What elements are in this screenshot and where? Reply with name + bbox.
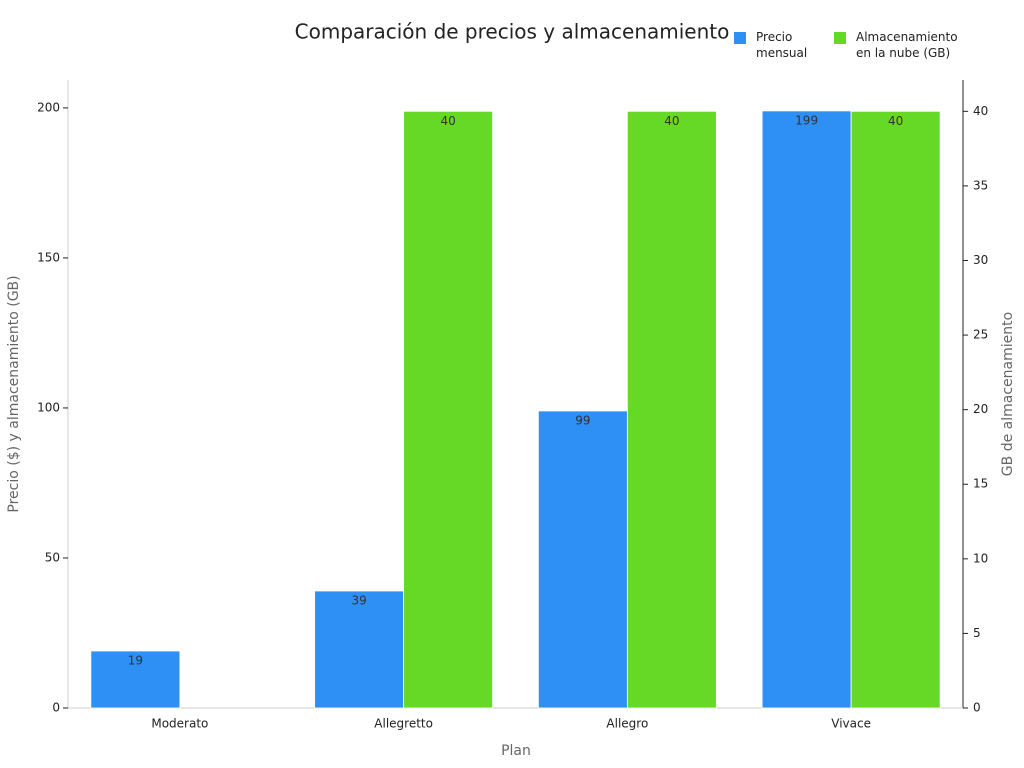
y2-tick-label: 5 (973, 626, 981, 640)
legend-item: Precio mensual (734, 29, 816, 61)
y2-tick-label: 35 (973, 178, 988, 192)
legend-label: Almacenamiento en la nube (GB) (856, 30, 958, 60)
value-label: 40 (664, 114, 679, 128)
bar (314, 590, 405, 709)
y-axis-label: Precio ($) y almacenamiento (GB) (6, 275, 22, 512)
value-label: 40 (888, 114, 903, 128)
value-label: 99 (575, 413, 590, 427)
y2-tick-label: 30 (973, 253, 988, 267)
y-tick-label: 150 (37, 250, 60, 264)
y2-tick-label: 10 (973, 551, 988, 565)
bar (761, 110, 852, 709)
x-tick-label: Moderato (151, 717, 208, 731)
bar (537, 410, 628, 709)
y-tick-label: 50 (45, 550, 60, 564)
value-label: 39 (351, 593, 366, 607)
legend-label: Precio mensual (756, 30, 808, 60)
bar (850, 110, 941, 709)
value-label: 40 (440, 114, 455, 128)
chart-title: Comparación de precios y almacenamiento (295, 20, 730, 44)
value-label: 19 (128, 653, 143, 667)
y2-tick-label: 25 (973, 328, 988, 342)
x-axis-label: Plan (501, 743, 531, 759)
bar (626, 110, 717, 709)
x-tick-label: Allegro (606, 717, 648, 731)
y2-tick-label: 20 (973, 402, 988, 416)
y2-tick-label: 40 (973, 104, 988, 118)
legend: Precio mensual Almacenamiento en la nube … (734, 29, 966, 61)
x-tick-label: Allegretto (374, 717, 433, 731)
legend-swatch (834, 32, 846, 44)
bar (90, 650, 181, 709)
legend-item: Almacenamiento en la nube (GB) (834, 29, 966, 61)
y2-tick-label: 15 (973, 477, 988, 491)
x-tick-label: Vivace (831, 717, 871, 731)
y-tick-label: 0 (52, 701, 60, 715)
legend-swatch (734, 32, 746, 44)
bar (403, 110, 494, 709)
value-label: 199 (795, 113, 818, 127)
y-tick-label: 100 (37, 400, 60, 414)
y2-tick-label: 0 (973, 701, 981, 715)
y-tick-label: 200 (37, 100, 60, 114)
y2-axis-label: GB de almacenamiento (1000, 312, 1016, 476)
